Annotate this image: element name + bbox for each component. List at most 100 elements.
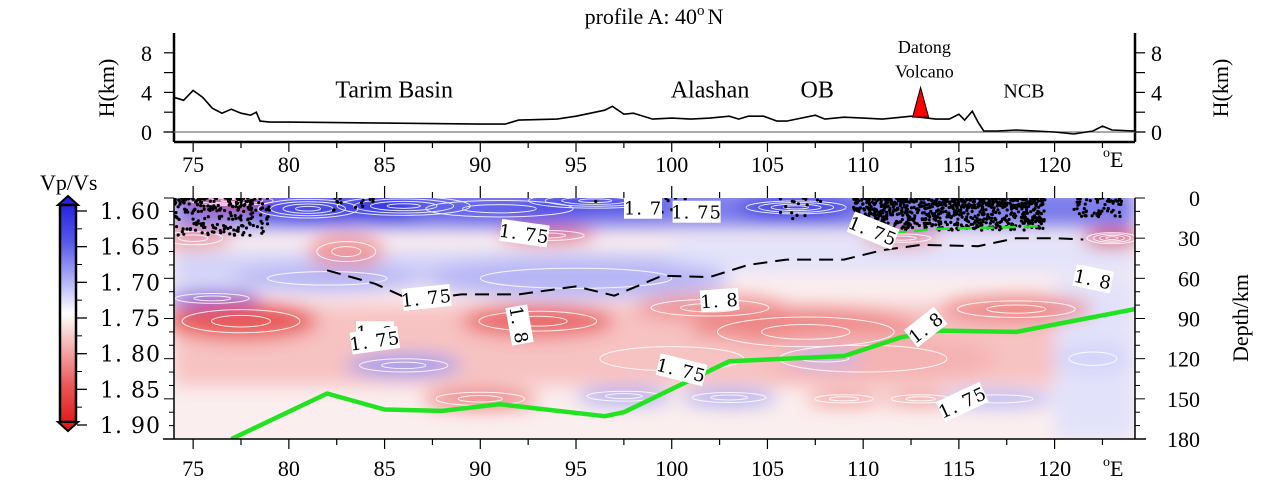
earthquake-point <box>934 223 938 227</box>
earthquake-point <box>1001 205 1005 209</box>
earthquake-point <box>910 199 914 203</box>
colorbar-tick-label: 1. 90 <box>100 414 161 439</box>
earthquake-point <box>215 209 219 213</box>
earthquake-point <box>222 224 226 228</box>
earthquake-point <box>990 216 994 220</box>
earthquake-point <box>979 203 983 207</box>
earthquake-point <box>1035 198 1039 201</box>
earthquake-point <box>922 204 926 208</box>
earthquake-point <box>883 206 887 210</box>
earthquake-point <box>944 209 948 214</box>
contour-line <box>691 392 767 403</box>
vpvs-anomaly <box>729 331 998 386</box>
earthquake-point <box>1024 205 1028 209</box>
earthquake-point <box>176 205 180 209</box>
contour-label-box <box>349 326 401 355</box>
contour-line <box>478 310 598 332</box>
depth-tick-label: 30 <box>1178 226 1200 251</box>
earthquake-point <box>237 205 241 209</box>
earthquake-point <box>976 198 981 200</box>
earthquake-point <box>895 198 899 201</box>
earthquake-point <box>232 232 236 236</box>
contour-line <box>1068 351 1118 366</box>
region-label: Datong <box>898 37 951 57</box>
earthquake-point <box>882 208 886 212</box>
earthquake-point <box>938 216 942 220</box>
earthquake-point <box>206 231 210 235</box>
earthquake-point <box>967 202 971 206</box>
earthquake-point <box>203 198 207 200</box>
earthquake-point <box>1096 211 1100 215</box>
section-x-tick-label: 120 <box>1038 456 1071 481</box>
vpvs-anomaly <box>805 392 883 406</box>
earthquake-point <box>212 206 217 210</box>
contour-label-box <box>655 353 708 387</box>
earthquake-point <box>258 198 262 201</box>
region-label: Volcano <box>895 62 954 82</box>
earthquake-point <box>790 199 794 203</box>
earthquake-point <box>973 219 978 223</box>
earthquake-point <box>1014 198 1018 200</box>
earthquake-point <box>886 221 890 225</box>
contour-line <box>174 292 250 304</box>
earthquake-point <box>1033 206 1037 210</box>
earthquake-point <box>1100 209 1104 213</box>
earthquake-point <box>177 217 181 221</box>
earthquake-point <box>239 203 243 207</box>
earthquake-point <box>939 210 943 214</box>
earthquake-point <box>900 206 904 210</box>
earthquake-point <box>1039 198 1043 200</box>
contour-label-text: 1. 8 <box>700 290 740 314</box>
earthquake-point <box>852 198 856 200</box>
earthquake-point <box>910 225 915 230</box>
earthquake-point <box>190 198 194 200</box>
contour-line <box>783 205 810 210</box>
earthquake-point <box>180 230 184 234</box>
earthquake-point <box>236 208 240 212</box>
x-unit-label-top: oE <box>1103 146 1123 172</box>
earthquake-point <box>952 212 957 216</box>
section-x-tick-label: 100 <box>655 456 688 481</box>
earthquake-point <box>190 211 194 215</box>
earthquake-point <box>953 209 957 213</box>
section-x-tick-label: 115 <box>943 456 975 481</box>
contour-label-box <box>699 287 740 313</box>
earthquake-point <box>873 198 877 201</box>
earthquake-point <box>976 213 980 217</box>
earthquake-point <box>217 215 221 219</box>
earthquake-point <box>229 214 233 218</box>
earthquake-point <box>852 205 856 209</box>
earthquake-point <box>944 198 948 201</box>
earthquake-point <box>896 207 900 211</box>
earthquake-point <box>908 200 912 204</box>
earthquake-point <box>894 219 899 223</box>
earthquake-point <box>939 220 943 224</box>
earthquake-point <box>967 220 971 224</box>
earthquake-point <box>234 216 238 221</box>
earthquake-point <box>915 211 920 215</box>
section-x-tick-label: 110 <box>847 456 879 481</box>
earthquake-point <box>250 215 255 219</box>
earthquake-point <box>174 211 178 215</box>
earthquake-point <box>951 206 955 211</box>
contour-line <box>1099 234 1126 242</box>
earthquake-point <box>971 222 975 226</box>
earthquake-point <box>371 198 375 201</box>
earthquake-point <box>920 218 925 222</box>
earthquake-point <box>869 212 874 216</box>
earthquake-point <box>898 199 903 204</box>
earthquake-point <box>1072 207 1076 211</box>
earthquake-point <box>897 212 901 216</box>
contour-line <box>331 246 362 257</box>
contour-label-box <box>672 200 721 223</box>
region-label: OB <box>801 77 834 103</box>
earthquake-point <box>233 214 237 218</box>
colorbar-tick-label: 1. 80 <box>100 343 161 368</box>
earthquake-point <box>239 218 243 222</box>
earthquake-point <box>178 202 182 206</box>
earthquake-point <box>931 212 935 216</box>
earthquake-point <box>955 205 959 209</box>
contour-line <box>758 201 835 213</box>
earthquake-point <box>199 209 204 213</box>
earthquake-point <box>953 198 957 200</box>
